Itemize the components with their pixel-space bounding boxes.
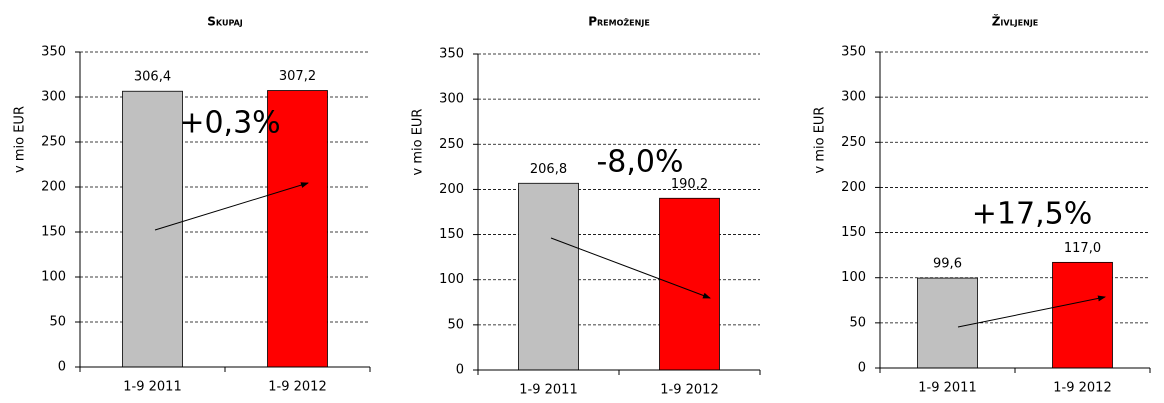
bar: [267, 90, 328, 368]
y-tick-label: 100: [41, 270, 66, 285]
y-tick-label: 300: [841, 90, 866, 105]
y-tick-label: 200: [841, 180, 866, 195]
y-tick-label: 50: [849, 315, 866, 330]
y-tick-label: 0: [58, 360, 66, 375]
bar: [917, 277, 978, 369]
y-tick-label: 0: [456, 363, 464, 378]
value-label: 206,8: [530, 162, 567, 177]
y-tick-label: 200: [41, 180, 66, 195]
y-axis-label: v mio EUR: [13, 106, 28, 173]
y-tick-label: 250: [41, 135, 66, 150]
bar: [1052, 261, 1113, 369]
value-label: 190,2: [671, 177, 708, 192]
value-label: 99,6: [933, 257, 962, 272]
y-tick-label: 150: [439, 227, 464, 242]
y-tick-label: 350: [439, 47, 464, 62]
value-label: 306,4: [134, 70, 171, 85]
x-tick-label: 1-9 2011: [918, 381, 976, 396]
x-tick-label: 1-9 2012: [1053, 381, 1111, 396]
y-tick-label: 150: [41, 225, 66, 240]
y-tick-label: 0: [858, 361, 866, 376]
y-tick-label: 200: [439, 182, 464, 197]
y-tick-label: 350: [841, 45, 866, 60]
y-tick-label: 150: [841, 225, 866, 240]
bar: [122, 90, 183, 368]
arrow: [957, 295, 1106, 328]
x-tick-label: 1-9 2012: [660, 383, 718, 398]
chart-title: Življenje: [992, 14, 1039, 29]
y-tick-label: 250: [841, 135, 866, 150]
y-tick-label: 300: [41, 90, 66, 105]
y-tick-label: 250: [439, 137, 464, 152]
chart-title: Skupaj: [207, 15, 243, 29]
arrow: [154, 182, 309, 231]
arrow: [550, 237, 711, 299]
y-tick-label: 300: [439, 92, 464, 107]
y-tick-label: 50: [447, 317, 464, 332]
y-tick-label: 100: [439, 272, 464, 287]
y-tick-label: 50: [49, 315, 66, 330]
bar: [659, 197, 720, 371]
x-tick-label: 1-9 2012: [268, 380, 326, 395]
y-axis-label: v mio EUR: [411, 109, 426, 176]
x-tick-label: 1-9 2011: [519, 383, 577, 398]
x-tick-label: 1-9 2011: [123, 380, 181, 395]
annotation: +0,3%: [179, 106, 280, 141]
value-label: 307,2: [279, 69, 316, 84]
bar: [518, 182, 579, 371]
y-tick-label: 350: [41, 45, 66, 60]
value-label: 117,0: [1064, 241, 1101, 256]
annotation: -8,0%: [596, 145, 683, 180]
chart-title: Premoženje: [588, 15, 650, 29]
y-tick-label: 100: [841, 270, 866, 285]
annotation: +17,5%: [972, 197, 1092, 232]
y-axis-label: v mio EUR: [813, 107, 828, 174]
